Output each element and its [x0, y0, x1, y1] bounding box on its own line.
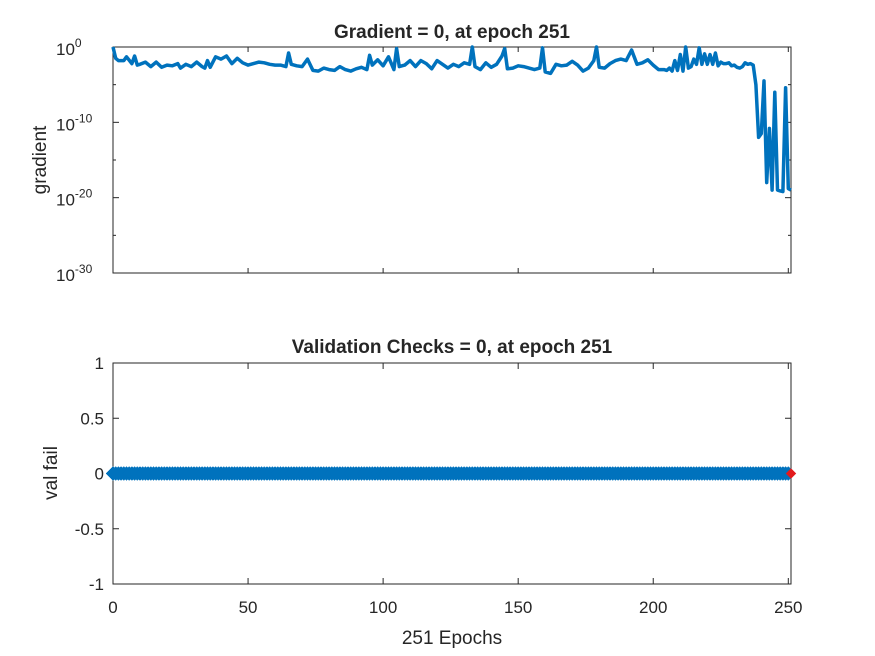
- validation-xtick-label: 100: [369, 598, 397, 617]
- validation-ytick-label: 1: [95, 354, 104, 373]
- validation-ytick-label: 0: [95, 465, 104, 484]
- gradient-ylabel: gradient: [30, 125, 51, 194]
- gradient-axes-box: [112, 46, 792, 274]
- validation-ytick-label: -0.5: [75, 520, 104, 539]
- validation-xtick-label: 250: [774, 598, 802, 617]
- validation-xtick-label: 200: [639, 598, 667, 617]
- validation-xtick-label: 150: [504, 598, 532, 617]
- validation-ytick-label: 0.5: [80, 409, 104, 428]
- validation-title: Validation Checks = 0, at epoch 251: [292, 337, 613, 358]
- validation-ylabel: val fail: [41, 446, 62, 500]
- validation-ytick-label: -1: [89, 575, 104, 594]
- validation-xlabel: 251 Epochs: [402, 628, 502, 649]
- validation-xtick-label: 50: [239, 598, 258, 617]
- validation-best-point: [785, 468, 797, 479]
- validation-tick-labels: 0 50 100 150 200 250 1 0.5 0 -0.5 -1: [75, 354, 803, 617]
- gradient-ytick-labels: 100 10-10 10-20 10-30: [56, 36, 93, 285]
- gradient-ytick-label: 10-10: [56, 111, 93, 134]
- gradient-series-line: [111, 45, 792, 194]
- gradient-ytick-label: 10-20: [56, 187, 93, 210]
- validation-plot: Validation Checks = 0, at epoch 251 val …: [41, 337, 802, 649]
- validation-xtick-label: 0: [108, 598, 117, 617]
- gradient-ytick-label: 100: [56, 36, 82, 59]
- validation-markers: [105, 466, 797, 481]
- gradient-plot: Gradient = 0, at epoch 251 gradient 1001…: [30, 22, 792, 285]
- validation-ticks: [112, 362, 791, 585]
- gradient-title: Gradient = 0, at epoch 251: [334, 22, 570, 43]
- gradient-ytick-label: 10-30: [56, 262, 93, 285]
